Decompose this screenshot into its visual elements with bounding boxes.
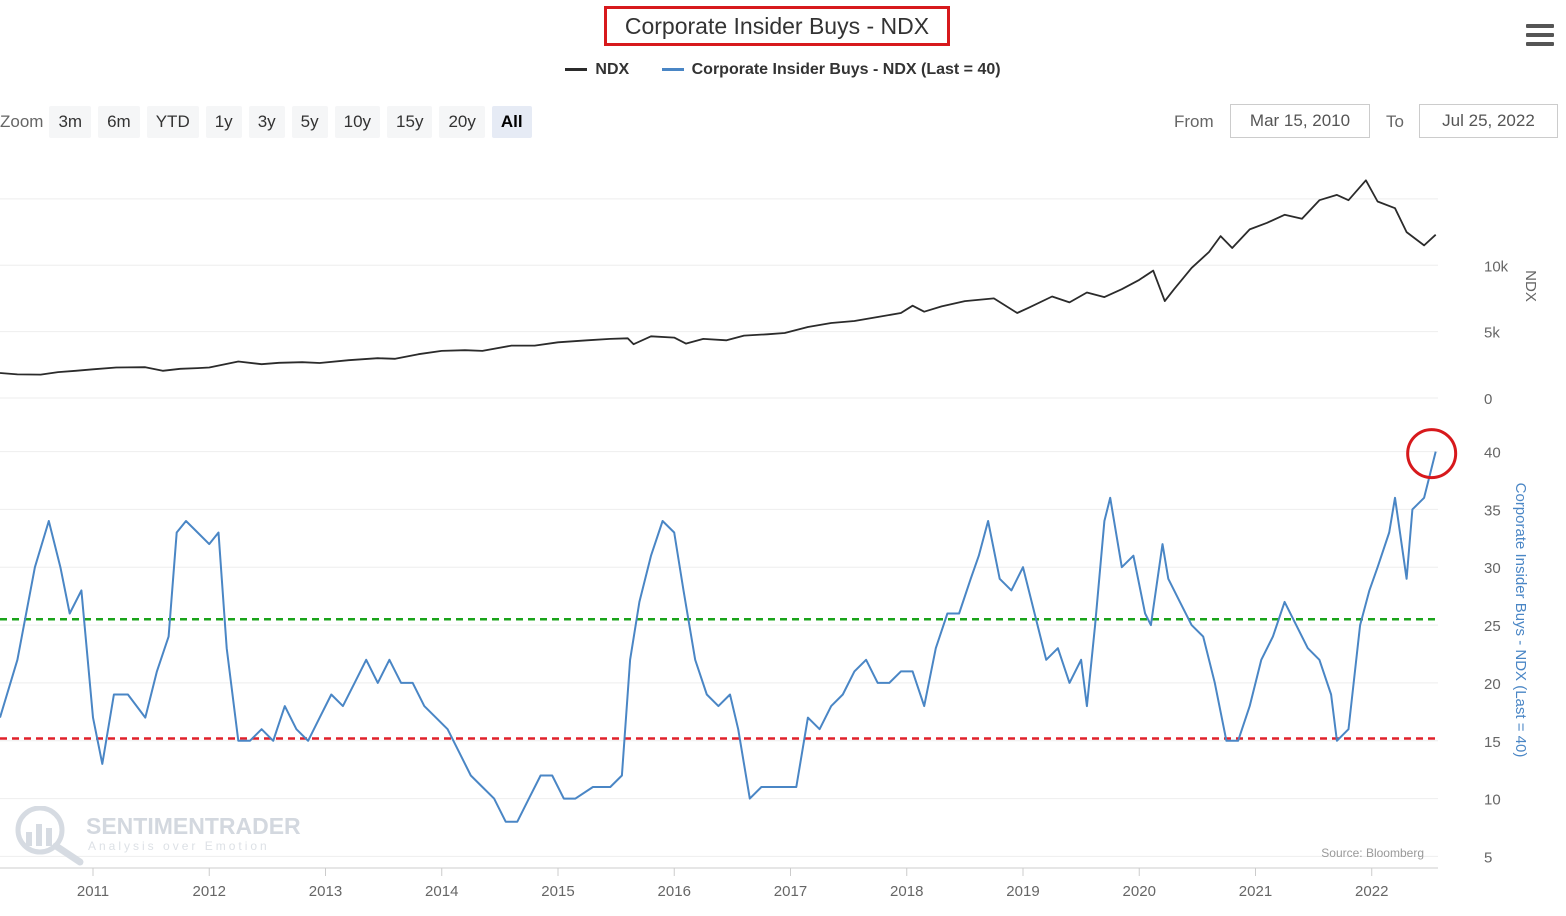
x-tick-label: 2018 — [890, 883, 923, 900]
legend-label-ndx: NDX — [595, 60, 630, 78]
zoom-button-1y[interactable]: 1y — [205, 106, 242, 138]
zoom-button-6m[interactable]: 6m — [98, 106, 140, 138]
zoom-button-5y[interactable]: 5y — [291, 106, 328, 138]
ndx-series-line — [0, 179, 1437, 376]
x-tick-label: 2022 — [1355, 883, 1388, 900]
x-tick-label: 2014 — [425, 883, 458, 900]
insider-buys-series-line — [0, 451, 1437, 823]
legend-item-ndx[interactable]: NDX — [565, 61, 629, 79]
zoom-button-all[interactable]: All — [491, 106, 532, 138]
top-y-tick-label: 10k — [1484, 258, 1509, 275]
bottom-y-tick-label: 10 — [1484, 792, 1501, 809]
x-tick-label: 2012 — [193, 883, 226, 900]
bottom-y-tick-label: 30 — [1484, 560, 1501, 577]
zoom-button-15y[interactable]: 15y — [387, 106, 433, 138]
x-tick-label: 2020 — [1123, 883, 1156, 900]
zoom-button-ytd[interactable]: YTD — [146, 106, 199, 138]
x-tick-label: 2017 — [774, 883, 807, 900]
from-date-input[interactable]: Mar 15, 2010 — [1230, 104, 1370, 138]
legend: NDX Corporate Insider Buys - NDX (Last =… — [0, 58, 1566, 79]
bottom-y-tick-label: 35 — [1484, 502, 1501, 519]
x-tick-label: 2016 — [658, 883, 691, 900]
top-y-tick-label: 0 — [1484, 391, 1492, 408]
legend-swatch-ndx — [565, 68, 588, 71]
bottom-y-axis-title: Corporate Insider Buys - NDX (Last = 40) — [1512, 483, 1529, 758]
zoom-button-3m[interactable]: 3m — [49, 106, 92, 138]
top-y-axis-title: NDX — [1522, 270, 1539, 302]
logo-magnifier-ring — [15, 805, 65, 855]
bottom-y-tick-label: 20 — [1484, 676, 1501, 693]
legend-label-insider-buys: Corporate Insider Buys - NDX (Last = 40) — [691, 60, 1001, 78]
watermark-brand: SENTIMENTRADER — [86, 813, 301, 839]
from-label: From — [1174, 112, 1214, 131]
zoom-button-10y[interactable]: 10y — [334, 106, 381, 138]
to-date-input[interactable]: Jul 25, 2022 — [1419, 104, 1558, 138]
zoom-button-20y[interactable]: 20y — [439, 106, 485, 138]
to-label: To — [1386, 112, 1404, 131]
x-tick-label: 2013 — [309, 883, 342, 900]
zoom-label: Zoom — [0, 112, 44, 131]
bottom-y-tick-label: 40 — [1484, 445, 1501, 462]
logo-bar — [46, 828, 52, 846]
logo-bar — [36, 824, 42, 846]
zoom-bar: Zoom 3m 6m YTD 1y 3y 5y 10y 15y 20y All — [0, 104, 539, 140]
logo-magnifier-handle — [52, 842, 84, 866]
watermark-tagline: Analysis over Emotion — [88, 839, 270, 853]
x-tick-label: 2015 — [541, 883, 574, 900]
zoom-button-3y[interactable]: 3y — [248, 106, 285, 138]
sentimentrader-watermark: SENTIMENTRADER Analysis over Emotion — [8, 805, 308, 875]
legend-item-insider-buys[interactable]: Corporate Insider Buys - NDX (Last = 40) — [661, 60, 1001, 79]
bottom-y-tick-label: 25 — [1484, 618, 1501, 635]
logo-bar — [26, 832, 32, 846]
hamburger-menu-icon[interactable] — [1526, 24, 1554, 48]
x-tick-label: 2021 — [1239, 883, 1272, 900]
chart-title: Corporate Insider Buys - NDX — [604, 6, 950, 46]
legend-swatch-insider-buys — [661, 68, 684, 71]
last-value-highlight-circle — [1406, 428, 1458, 480]
bottom-y-tick-label: 5 — [1484, 849, 1492, 866]
x-tick-label: 2011 — [77, 883, 109, 900]
sentimentrader-logo: SENTIMENTRADER Analysis over Emotion — [15, 805, 301, 866]
bottom-y-tick-label: 15 — [1484, 734, 1501, 751]
top-y-tick-label: 5k — [1484, 325, 1500, 342]
source-credit: Source: Bloomberg — [1321, 846, 1424, 860]
x-tick-label: 2019 — [1006, 883, 1039, 900]
